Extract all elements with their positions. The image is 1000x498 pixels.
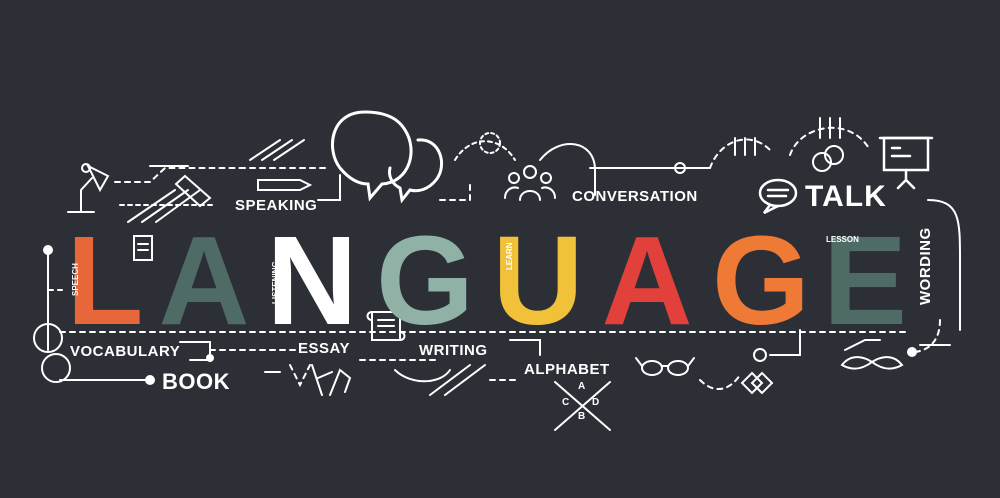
title-letter-g: G <box>375 210 474 351</box>
speech-bubbles-icon <box>331 110 444 204</box>
desk-lamp-icon <box>67 163 110 213</box>
people-group-icon <box>504 165 556 201</box>
scroll-icon <box>366 311 406 341</box>
alphabet-letter-b: B <box>578 411 586 422</box>
title-letter-a2: A <box>601 210 693 351</box>
lesson-label: LESSON <box>826 235 859 244</box>
alphabet-label: ALPHABET <box>524 361 610 378</box>
title-letter-g2: G <box>711 210 810 351</box>
title-letter-l: L <box>66 210 144 351</box>
conversation-label: CONVERSATION <box>572 188 698 205</box>
alphabet-letter-a: A <box>578 381 586 392</box>
title-letter-u: U <box>492 210 584 351</box>
rings-icon <box>812 145 844 172</box>
title-letter-e: E <box>822 210 908 351</box>
alphabet-letter-d: D <box>592 397 600 408</box>
diamond-icon <box>740 371 774 395</box>
title-letter-n: N <box>266 210 358 351</box>
wording-label: WORDING <box>917 227 934 305</box>
listening-label: LISTENING <box>271 261 280 304</box>
mustache-icon <box>840 356 904 370</box>
title-letter-a: A <box>158 210 250 351</box>
speaking-label: SPEAKING <box>235 197 318 214</box>
speech-label: SPEECH <box>71 263 80 296</box>
learn-label: LEARN <box>505 242 514 270</box>
glasses-icon <box>635 357 695 376</box>
chat-bubble-icon <box>758 178 798 215</box>
alphabet-letter-c: C <box>562 397 570 408</box>
ribbon-icon <box>174 174 212 208</box>
presentation-board-icon <box>878 136 934 190</box>
talk-label: TALK <box>805 180 887 213</box>
essay-label: ESSAY <box>298 340 350 357</box>
pen-icon <box>257 179 313 191</box>
document-icon <box>133 235 153 261</box>
book-label: BOOK <box>162 369 230 394</box>
writing-label: WRITING <box>419 342 488 359</box>
vocabulary-label: VOCABULARY <box>70 343 181 360</box>
